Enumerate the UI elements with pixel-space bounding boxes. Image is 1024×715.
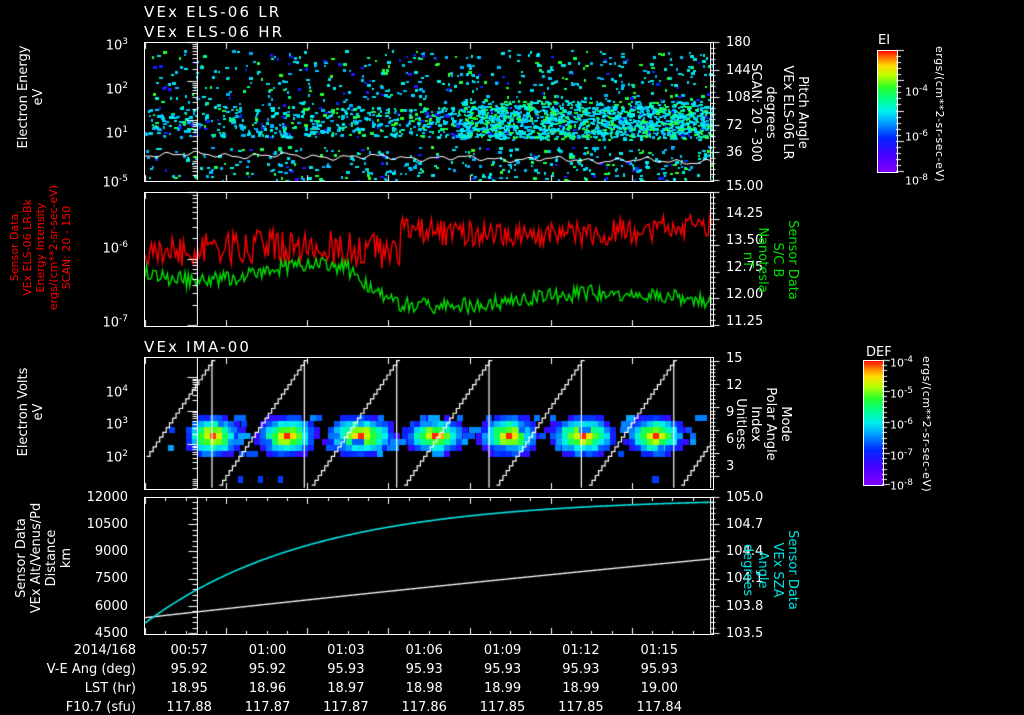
panel4-ytick-6000: 6000 <box>94 599 128 614</box>
bottom-table-cell-lst-row-6: 19.00 <box>640 681 678 696</box>
panel1-ytick-108: 108 <box>726 90 751 105</box>
panel1-right-axis-title: Pitch Angle VEx ELS-06 LR <box>780 65 810 160</box>
colorbar-ei-title: EI <box>878 33 891 48</box>
panel3-ytick-1e4: 104 <box>105 384 128 401</box>
panel3-right-axis-title: Mode Polar Angle Index Unitless <box>733 387 793 461</box>
bottom-table-label-ve-ang-row: V-E Ang (deg) <box>46 662 136 677</box>
panel2-ytick-1500: 15.00 <box>726 179 764 194</box>
colorbar-def-tick-1e-7: 10-7 <box>890 448 913 463</box>
panel3-ytick-3: 3 <box>726 459 735 474</box>
bottom-table-cell-lst-row-2: 18.97 <box>327 681 365 696</box>
panel3-title: VEx IMA-00 <box>144 338 252 356</box>
bottom-table-cell-time-row-2: 01:03 <box>327 643 365 658</box>
panel1-ytick-10: 101 <box>105 125 128 142</box>
panel3-ytick-12: 12 <box>726 378 743 393</box>
panel3-ytick-6: 6 <box>726 432 735 447</box>
panel2-ytick-1275: 12.75 <box>726 260 764 275</box>
panel2-canvas <box>145 193 713 326</box>
panel1-title-lr: VEx ELS-06 LR <box>144 3 282 21</box>
colorbar-ei-tick-1e-4: 10-4 <box>905 84 928 99</box>
colorbar-ei-gradient <box>878 51 897 172</box>
bottom-table-cell-ve-ang-row-5: 95.93 <box>562 662 600 677</box>
bottom-table-cell-lst-row-5: 18.99 <box>562 681 600 696</box>
panel1-left-axis-title: Electron Energy eV <box>16 45 46 149</box>
panel3-canvas <box>145 358 713 489</box>
panel1-ytick-144: 144 <box>726 63 751 78</box>
panel4-ytick-104-4: 104.4 <box>726 544 764 559</box>
panel4-ytick-7500: 7500 <box>94 571 128 586</box>
bottom-table-cell-ve-ang-row-4: 95.93 <box>483 662 522 677</box>
panel4-ytick-104-1: 104.1 <box>726 571 764 586</box>
panel1-ytick-180: 180 <box>726 35 751 50</box>
bottom-table-cell-ve-ang-row-1: 95.92 <box>248 662 287 677</box>
panel4-ytick-12000: 12000 <box>86 490 128 505</box>
bottom-table-cell-lst-row-4: 18.99 <box>483 681 522 696</box>
panel2-ytick-1e-6: 10-6 <box>102 240 128 257</box>
panel4-right-axis-title: Sensor Data VEx SZA Angle degrees <box>740 530 800 610</box>
colorbar-def-tick-1e-8: 10-8 <box>890 478 913 493</box>
panel1-canvas <box>145 43 713 181</box>
panel2-ytick-1425: 14.25 <box>726 206 764 221</box>
panel1-ytick-36: 36 <box>726 145 743 160</box>
bottom-table-cell-ve-ang-row-3: 95.93 <box>405 662 443 677</box>
panel1-ytick-100: 102 <box>105 81 128 98</box>
panel3-plot-ima[interactable] <box>144 357 714 490</box>
panel4-ytick-4500: 4500 <box>94 626 128 641</box>
panel3-ytick-1e2: 102 <box>105 449 128 466</box>
bottom-table-cell-time-row-1: 01:00 <box>248 643 287 658</box>
panel4-ytick-105-0: 105.0 <box>726 490 764 505</box>
panel2-left-axis-title: Sensor Data VEx ELS-06 LR-Bk Energy Inte… <box>8 184 73 311</box>
colorbar-def[interactable] <box>863 360 884 486</box>
bottom-table-label-lst-row: LST (hr) <box>84 681 136 696</box>
bottom-table-cell-ve-ang-row-6: 95.93 <box>640 662 678 677</box>
panel1-ytick-72: 72 <box>726 118 743 133</box>
bottom-table-label-time-row: 2014/168 <box>73 643 136 658</box>
panel2-ytick-1350: 13.50 <box>726 233 764 248</box>
colorbar-def-tick-1e-5: 10-5 <box>890 386 913 401</box>
colorbar-def-gradient <box>864 361 883 485</box>
panel2-ytick-1e-5: 10-5 <box>102 174 128 191</box>
panel4-canvas <box>145 498 713 634</box>
colorbar-ei-units: ergs/(cm**2-sr-sec-eV) <box>933 46 946 183</box>
panel2-ytick-1e-7: 10-7 <box>102 314 128 331</box>
colorbar-ei[interactable] <box>877 50 898 173</box>
colorbar-def-tick-1e-6: 10-6 <box>890 417 913 432</box>
bottom-table-cell-time-row-0: 00:57 <box>170 643 208 658</box>
panel3-ytick-1e3: 103 <box>105 416 128 433</box>
panel4-plot-altitude-sza[interactable] <box>144 497 714 635</box>
panel4-ytick-103-5: 103.5 <box>726 626 764 641</box>
colorbar-ei-tick-1e-6: 10-6 <box>905 129 928 144</box>
panel1-title-hr: VEx ELS-06 HR <box>144 23 285 41</box>
bottom-table-cell-lst-row-3: 18.98 <box>405 681 443 696</box>
panel1-ytick-1000: 103 <box>105 37 128 54</box>
bottom-table-cell-lst-row-1: 18.96 <box>248 681 287 696</box>
bottom-table-cell-time-row-4: 01:09 <box>483 643 522 658</box>
bottom-table-cell-lst-row-0: 18.95 <box>170 681 208 696</box>
panel1-plot-electron-energy[interactable] <box>144 42 714 182</box>
panel2-plot-energy-intensity[interactable] <box>144 192 714 327</box>
panel1-right-axis-subtitle: degrees SCAN: 20 - 300 <box>748 63 778 162</box>
bottom-table-cell-ve-ang-row-2: 95.93 <box>327 662 365 677</box>
panel4-ytick-104-7: 104.7 <box>726 517 764 532</box>
colorbar-ei-ticks <box>896 45 920 175</box>
colorbar-def-title: DEF <box>866 345 892 360</box>
panel2-ytick-1200: 12.00 <box>726 287 764 302</box>
panel2-ytick-1125: 11.25 <box>726 314 764 329</box>
bottom-table-cell-time-row-3: 01:06 <box>405 643 443 658</box>
colorbar-def-units: ergs/(cm**2-sr-sec-eV) <box>920 356 933 493</box>
panel4-ytick-9000: 9000 <box>94 544 128 559</box>
panel3-left-axis-title: Electron Volts eV <box>16 367 46 457</box>
colorbar-ei-tick-1e-8: 10-8 <box>905 173 928 188</box>
panel4-ytick-10500: 10500 <box>86 517 128 532</box>
panel2-right-axis-title: Sensor Data S/C B Nanotesla nT <box>740 220 800 300</box>
panel3-ytick-15: 15 <box>726 351 743 366</box>
colorbar-def-tick-1e-4: 10-4 <box>890 355 913 370</box>
bottom-table-cell-time-row-5: 01:12 <box>562 643 600 658</box>
bottom-table: 2014/168 V-E Ang (deg) LST (hr) F10.7 (sfu)… <box>0 640 1024 715</box>
bottom-table-cell-time-row-6: 01:15 <box>640 643 678 658</box>
panel4-left-axis-title: Sensor Data VEx Alt/Venus/Pd Distance km <box>14 502 74 614</box>
bottom-table-cell-ve-ang-row-0: 95.92 <box>170 662 208 677</box>
panel4-ytick-103-8: 103.8 <box>726 599 764 614</box>
panel3-ytick-9: 9 <box>726 405 735 420</box>
